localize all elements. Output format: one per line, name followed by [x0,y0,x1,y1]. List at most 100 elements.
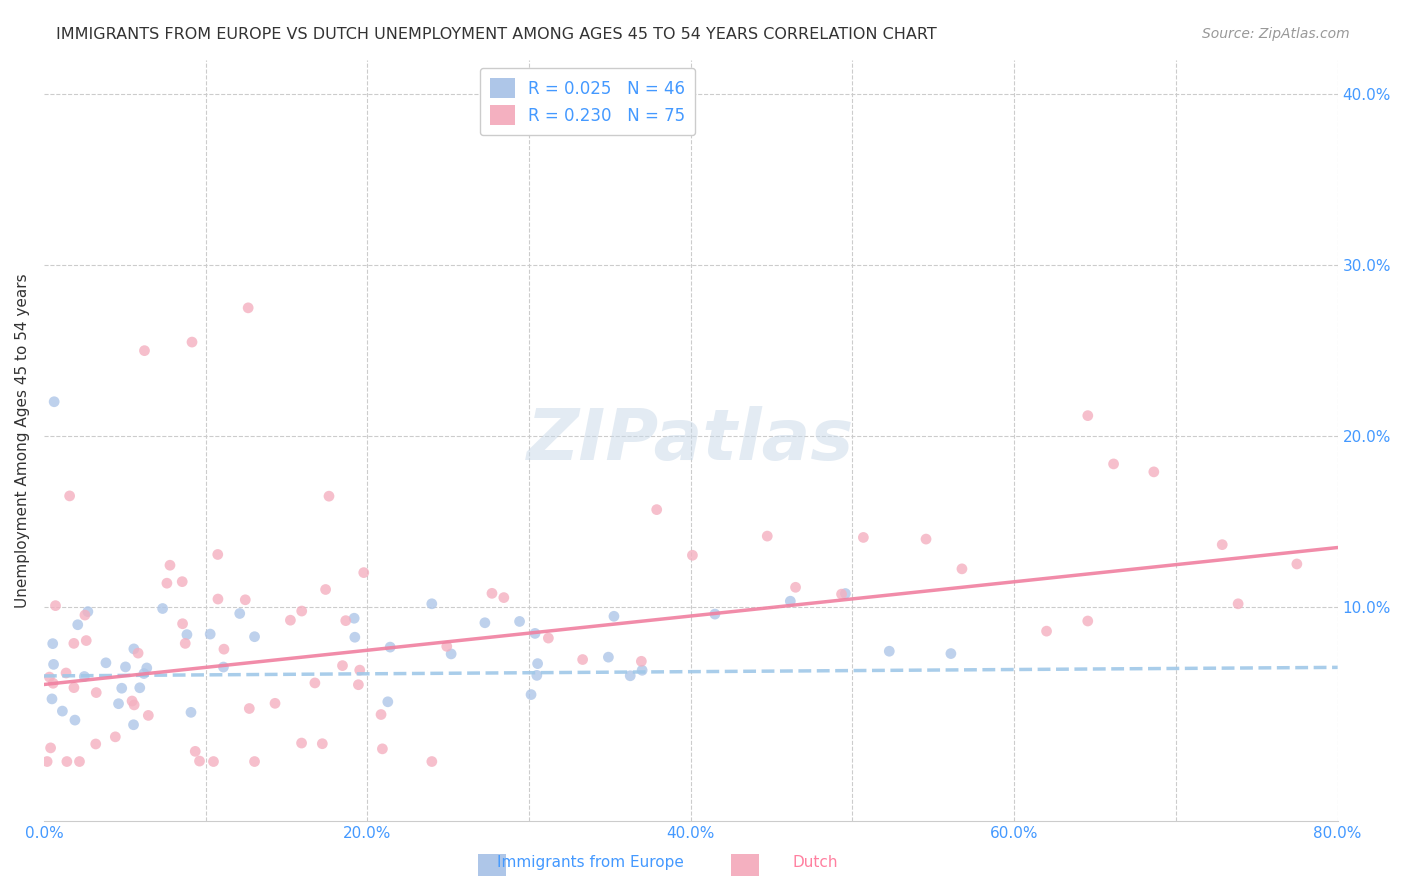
Point [73,608,96,623]
Point [524,626,547,640]
Point [212,660,235,674]
Point [42,676,65,690]
Point [509,615,531,629]
Point [377,695,399,709]
Point [264,696,287,710]
Point [122,718,145,732]
Point [681,548,703,562]
Point [1227,597,1250,611]
Point [73,669,96,683]
Legend: R = 0.025   N = 46, R = 0.230   N = 75: R = 0.025 N = 46, R = 0.230 N = 75 [479,68,695,136]
Point [111,681,134,696]
Point [834,586,856,600]
Point [571,652,593,666]
Point [152,601,174,615]
Point [39,740,62,755]
Point [63,636,86,650]
Point [180,706,202,720]
Point [134,343,156,358]
Point [950,562,973,576]
Point [332,658,354,673]
Point [132,666,155,681]
Point [238,701,260,715]
Point [181,335,204,350]
Point [243,630,266,644]
Point [198,627,221,641]
Point [238,301,260,315]
Point [127,646,149,660]
Point [915,532,938,546]
Point [335,614,357,628]
Y-axis label: Unemployment Among Ages 45 to 54 years: Unemployment Among Ages 45 to 54 years [15,273,30,607]
Point [353,566,375,580]
Point [51,704,73,718]
Point [619,669,641,683]
Point [55,665,77,680]
Point [159,558,181,573]
Point [290,736,312,750]
Point [343,611,366,625]
Point [174,636,197,650]
Point [520,688,543,702]
Point [420,597,443,611]
Point [76,605,98,619]
Point [38,670,60,684]
Point [202,755,225,769]
Point [1143,465,1166,479]
Point [207,548,229,562]
Point [172,574,194,589]
Point [121,694,143,708]
Point [122,641,145,656]
Point [84,685,107,699]
Point [212,642,235,657]
Text: Immigrants from Europe: Immigrants from Europe [498,855,683,870]
Point [526,657,548,671]
Point [136,708,159,723]
Point [41,692,63,706]
Point [598,650,620,665]
Point [631,663,654,677]
Point [229,607,252,621]
Point [304,676,326,690]
Point [420,755,443,769]
Point [645,502,668,516]
Point [603,609,626,624]
Point [380,640,402,654]
Point [176,627,198,641]
Point [440,647,463,661]
Point [831,587,853,601]
Point [207,592,229,607]
Point [243,755,266,769]
Point [779,594,801,608]
Point [852,531,875,545]
Point [474,615,496,630]
Point [481,586,503,600]
Point [1102,457,1125,471]
Point [315,582,337,597]
Point [436,640,458,654]
Point [492,591,515,605]
Point [104,730,127,744]
Point [135,661,157,675]
Point [370,707,392,722]
Point [184,744,207,758]
Point [66,617,89,632]
Point [188,754,211,768]
Point [59,489,82,503]
Point [1035,624,1057,639]
Point [877,644,900,658]
Text: ZIPatlas: ZIPatlas [527,406,855,475]
Point [630,654,652,668]
Point [63,681,86,695]
Point [1077,614,1099,628]
Point [347,678,370,692]
Point [44,394,66,409]
Point [939,647,962,661]
Point [1211,538,1233,552]
Point [128,681,150,695]
Text: Source: ZipAtlas.com: Source: ZipAtlas.com [1202,27,1350,41]
Point [63,713,86,727]
Point [1285,557,1308,571]
Point [526,668,548,682]
Point [291,604,314,618]
